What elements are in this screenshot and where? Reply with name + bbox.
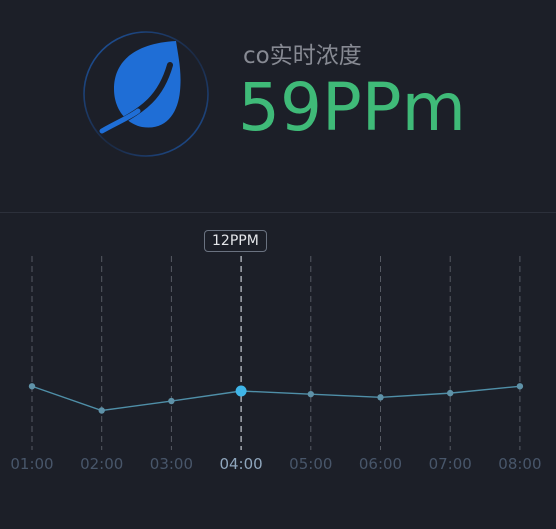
- x-tick-label: 01:00: [10, 455, 53, 473]
- data-point-0400: [236, 386, 247, 397]
- co-line-chart: 01:00 02:00 03:00 04:00 05:00 06:00 07:00 08:00…: [0, 213, 556, 529]
- x-tick-label: 07:00: [429, 455, 472, 473]
- metric-label: co实时浓度: [243, 36, 362, 70]
- series-line: [32, 386, 520, 410]
- x-tick-label: 04:00: [219, 455, 262, 473]
- data-point-0100: [29, 383, 35, 389]
- x-tick-label: 02:00: [80, 455, 123, 473]
- chart-svg: 01:00 02:00 03:00 04:00 05:00 06:00 07:00 08:00: [0, 213, 556, 529]
- leaf-icon: [78, 31, 214, 157]
- data-point-0200: [99, 407, 105, 413]
- x-tick-label: 06:00: [359, 455, 402, 473]
- data-point-0700: [447, 390, 453, 396]
- x-tick-label: 05:00: [289, 455, 332, 473]
- data-point-0500: [308, 391, 314, 397]
- x-tick-label: 08:00: [498, 455, 541, 473]
- chart-tooltip: 12PPM: [204, 230, 267, 252]
- metric-header: co实时浓度 59PPm: [0, 0, 556, 212]
- data-point-0800: [517, 383, 523, 389]
- data-point-0600: [377, 394, 383, 400]
- x-tick-label: 03:00: [150, 455, 193, 473]
- metric-value: 59PPm: [238, 68, 466, 148]
- data-point-0300: [168, 398, 174, 404]
